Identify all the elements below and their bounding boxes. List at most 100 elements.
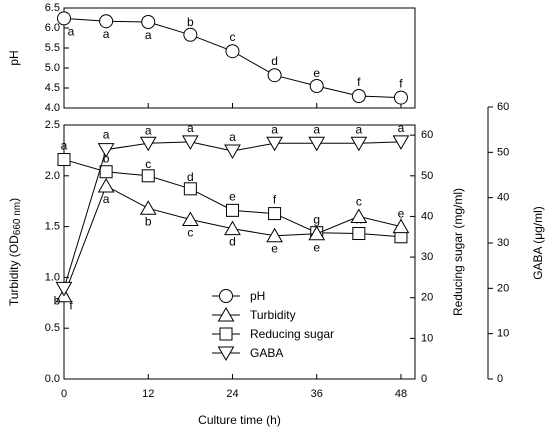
legend-marker	[219, 327, 233, 341]
reducing-sugar-letter: a	[61, 139, 68, 153]
ph-point	[225, 44, 240, 59]
reducing-sugar-point	[141, 169, 155, 183]
sugar-y-tick-label: 20	[421, 292, 433, 304]
gaba-letter: a	[355, 122, 362, 136]
legend-marker	[217, 346, 235, 362]
turbidity-point	[350, 208, 368, 223]
sugar-y-tick-label: 10	[421, 332, 433, 344]
gaba-point	[139, 136, 157, 152]
ph-letter: a	[103, 27, 110, 41]
legend-label: Reducing sugar	[250, 327, 334, 341]
turbidity-letter: f	[69, 299, 73, 313]
ph-letter: a	[68, 24, 75, 38]
ph-point	[141, 15, 156, 29]
ph-point	[309, 79, 324, 93]
sugar-y-tick-label: 40	[421, 210, 433, 222]
turbidity-point	[97, 177, 115, 193]
ph-letter: f	[399, 77, 403, 91]
turbidity-y-tick-label: 1.5	[45, 221, 60, 233]
turbidity-y-tick-label: 0.5	[45, 322, 60, 334]
turbidity-point	[392, 218, 410, 234]
turbidity-axis-title-end: )	[7, 198, 21, 202]
ph-y-tick-label: 5.0	[45, 62, 60, 74]
turbidity-letter: e	[398, 207, 405, 221]
turbidity-letter: b	[145, 214, 152, 228]
ph-point	[267, 68, 282, 83]
ph-letter: d	[271, 54, 278, 68]
ph-y-tick-label: 5.5	[45, 42, 60, 54]
reducing-sugar-letter: e	[229, 189, 236, 203]
turbidity-letter: d	[229, 235, 236, 249]
sugar-y-tick-label: 30	[421, 251, 433, 263]
ph-point	[57, 11, 71, 26]
gaba-letter: a	[313, 122, 320, 136]
turbidity-letter: c	[356, 194, 362, 208]
gaba-letter: a	[271, 122, 278, 136]
ph-letter: b	[187, 15, 194, 29]
reducing-sugar-letter: f	[273, 193, 277, 207]
bottom-plot-frame	[63, 124, 416, 380]
sugar-axis-title: Reducing sugar (mg/ml)	[451, 188, 465, 316]
gaba-point	[350, 136, 368, 152]
ph-point	[183, 27, 198, 42]
top-plot-frame	[63, 7, 416, 109]
reducing-sugar-letter: b	[103, 152, 110, 166]
gaba-y-tick-label: 30	[497, 237, 509, 249]
ph-y-tick-label: 4.0	[45, 102, 60, 114]
gaba-y-tick-label: 10	[497, 328, 509, 340]
turbidity-letter: e	[313, 241, 320, 255]
x-tick-label: 36	[311, 388, 323, 400]
gaba-point	[266, 136, 283, 152]
sugar-y-tick-label: 50	[421, 170, 433, 182]
ph-point	[99, 14, 114, 29]
legend-label: Turbidity	[250, 308, 296, 322]
ph-letter: e	[313, 66, 320, 80]
ph-axis-title: pH	[7, 50, 21, 65]
gaba-letter: a	[398, 121, 405, 135]
legend-label: GABA	[250, 346, 283, 360]
turbidity-y-tick-label: 2.5	[45, 119, 60, 131]
gaba-point	[55, 281, 73, 297]
gaba-point	[392, 135, 410, 150]
ph-point	[393, 90, 408, 105]
turbidity-axis-title-main: Turbidity (OD	[7, 235, 21, 306]
ph-letter: f	[357, 75, 361, 89]
gaba-y-tick-label: 50	[497, 146, 509, 158]
x-tick-label: 12	[142, 388, 154, 400]
turbidity-point	[266, 227, 283, 243]
gaba-y-tick-label: 20	[497, 282, 509, 294]
x-tick-label: 24	[226, 388, 238, 400]
gaba-point	[224, 144, 241, 159]
gaba-y-tick-label: 40	[497, 192, 509, 204]
gaba-y-tick-label: 60	[497, 101, 509, 113]
sugar-y-tick-label: 60	[421, 129, 433, 141]
turbidity-y-tick-label: 0.0	[45, 373, 60, 385]
reducing-sugar-point	[225, 203, 239, 217]
gaba-y-tick-label: 0	[497, 373, 503, 385]
turbidity-axis-title: Turbidity (OD660 nm)	[7, 198, 23, 306]
reducing-sugar-point	[268, 207, 282, 221]
gaba-letter: a	[229, 130, 236, 144]
gaba-letter: a	[145, 123, 152, 137]
ph-y-tick-label: 4.5	[45, 82, 60, 94]
ph-letter: a	[145, 28, 152, 42]
reducing-sugar-point	[99, 165, 113, 179]
turbidity-axis-title-subscript: 660 nm	[12, 202, 23, 235]
reducing-sugar-point	[183, 182, 197, 196]
x-axis-title: Culture time (h)	[198, 413, 281, 427]
gaba-point	[181, 135, 199, 150]
x-tick-label: 0	[61, 388, 67, 400]
ph-point	[351, 89, 366, 103]
reducing-sugar-letter: d	[187, 170, 194, 184]
turbidity-point	[181, 211, 199, 226]
ph-letter: c	[229, 30, 235, 44]
turbidity-letter: e	[271, 242, 278, 256]
turbidity-y-tick-label: 1.0	[45, 271, 60, 283]
gaba-axis-title: GABA (μg/ml)	[531, 206, 545, 280]
legend-label: pH	[250, 289, 265, 303]
reducing-sugar-point	[352, 227, 366, 241]
turbidity-y-tick-label: 2.0	[45, 170, 60, 182]
sugar-y-tick-label: 0	[421, 373, 427, 385]
ph-y-tick-label: 6.5	[45, 2, 60, 14]
